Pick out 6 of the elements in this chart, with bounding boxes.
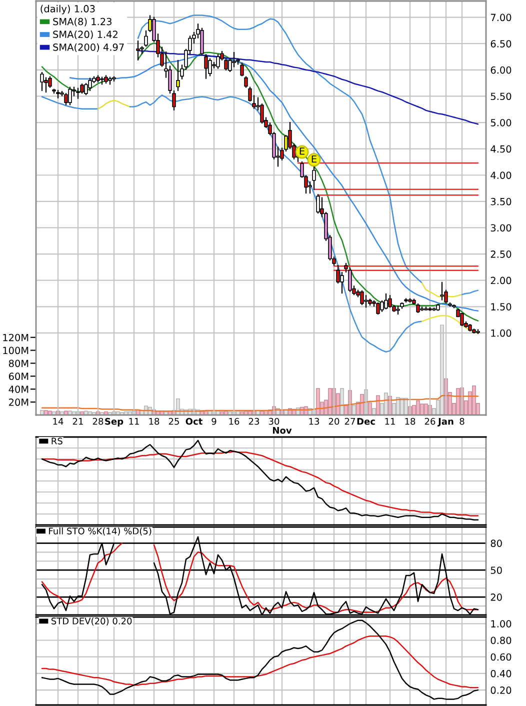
y-tick-label: 0.40 — [490, 670, 512, 678]
y-tick-label: 0.80 — [490, 636, 512, 644]
legend-label: STD DEV(20) 0.20 — [51, 617, 132, 626]
y-tick-label: 0.20 — [490, 686, 512, 694]
y-tick-label: 0.60 — [490, 653, 512, 661]
y-tick-label: 1.00 — [491, 620, 512, 628]
